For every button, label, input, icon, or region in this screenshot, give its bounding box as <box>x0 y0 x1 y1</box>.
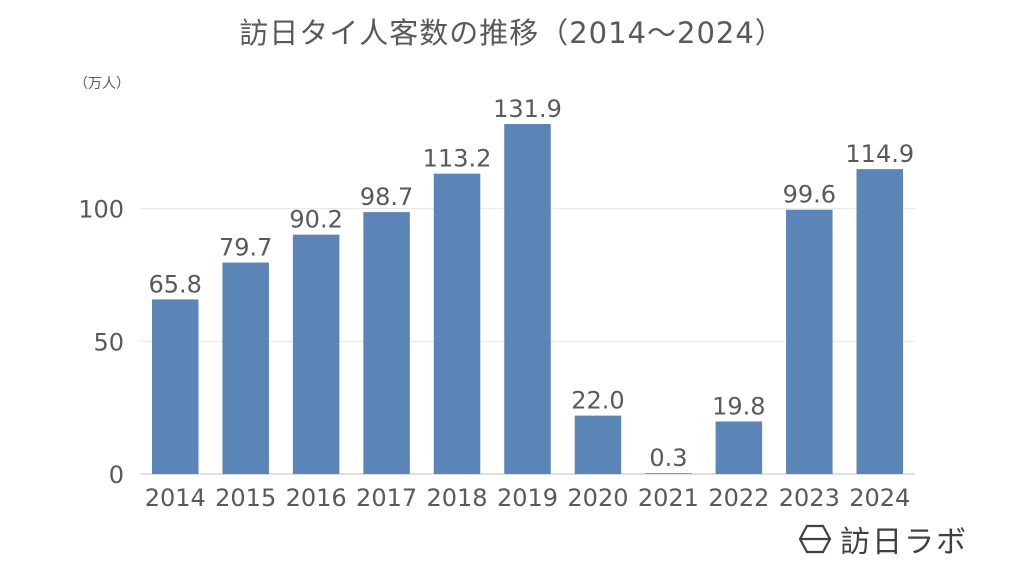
x-tick-label: 2023 <box>779 484 840 512</box>
bar <box>222 262 269 474</box>
x-tick-label: 2022 <box>708 484 769 512</box>
x-tick-label: 2024 <box>849 484 910 512</box>
bar <box>715 421 763 474</box>
brand-logo: 訪日ラボ <box>798 519 968 560</box>
bar <box>645 473 692 474</box>
hexagon-logo-icon <box>798 524 832 554</box>
bar-value-label: 0.3 <box>649 444 687 472</box>
bar-value-label: 131.9 <box>493 95 562 123</box>
brand-name: 訪日ラボ <box>840 525 968 560</box>
chart-title: 訪日タイ人客数の推移（2014〜2024） <box>239 16 785 50</box>
y-tick-label: 100 <box>78 196 124 224</box>
bar-value-label: 19.8 <box>712 392 765 420</box>
bar <box>292 234 340 474</box>
bar <box>504 124 551 474</box>
bar <box>574 415 622 474</box>
bar-value-label: 113.2 <box>423 145 492 173</box>
bar-value-label: 99.6 <box>783 181 836 209</box>
x-tick-label: 2018 <box>427 484 488 512</box>
x-tick-label: 2015 <box>215 484 276 512</box>
x-tick-label: 2020 <box>567 484 628 512</box>
y-tick-label: 50 <box>93 328 124 356</box>
x-tick-label: 2017 <box>356 484 417 512</box>
x-tick-label: 2016 <box>286 484 347 512</box>
x-tick-label: 2019 <box>497 484 558 512</box>
bar-value-label: 22.0 <box>571 387 624 415</box>
y-axis-unit-label: （万人） <box>74 76 130 92</box>
bar-value-label: 98.7 <box>360 183 413 211</box>
bar <box>363 212 410 474</box>
bar <box>856 169 904 474</box>
bar-value-label: 114.9 <box>845 140 914 168</box>
bar-value-label: 65.8 <box>149 270 202 298</box>
bar <box>151 299 199 474</box>
bar-value-label: 79.7 <box>219 234 272 262</box>
y-tick-label: 0 <box>109 461 124 489</box>
bar <box>433 173 481 474</box>
x-tick-label: 2014 <box>145 484 206 512</box>
bar-value-label: 90.2 <box>289 206 342 234</box>
x-tick-label: 2021 <box>638 484 699 512</box>
bar <box>786 209 833 474</box>
